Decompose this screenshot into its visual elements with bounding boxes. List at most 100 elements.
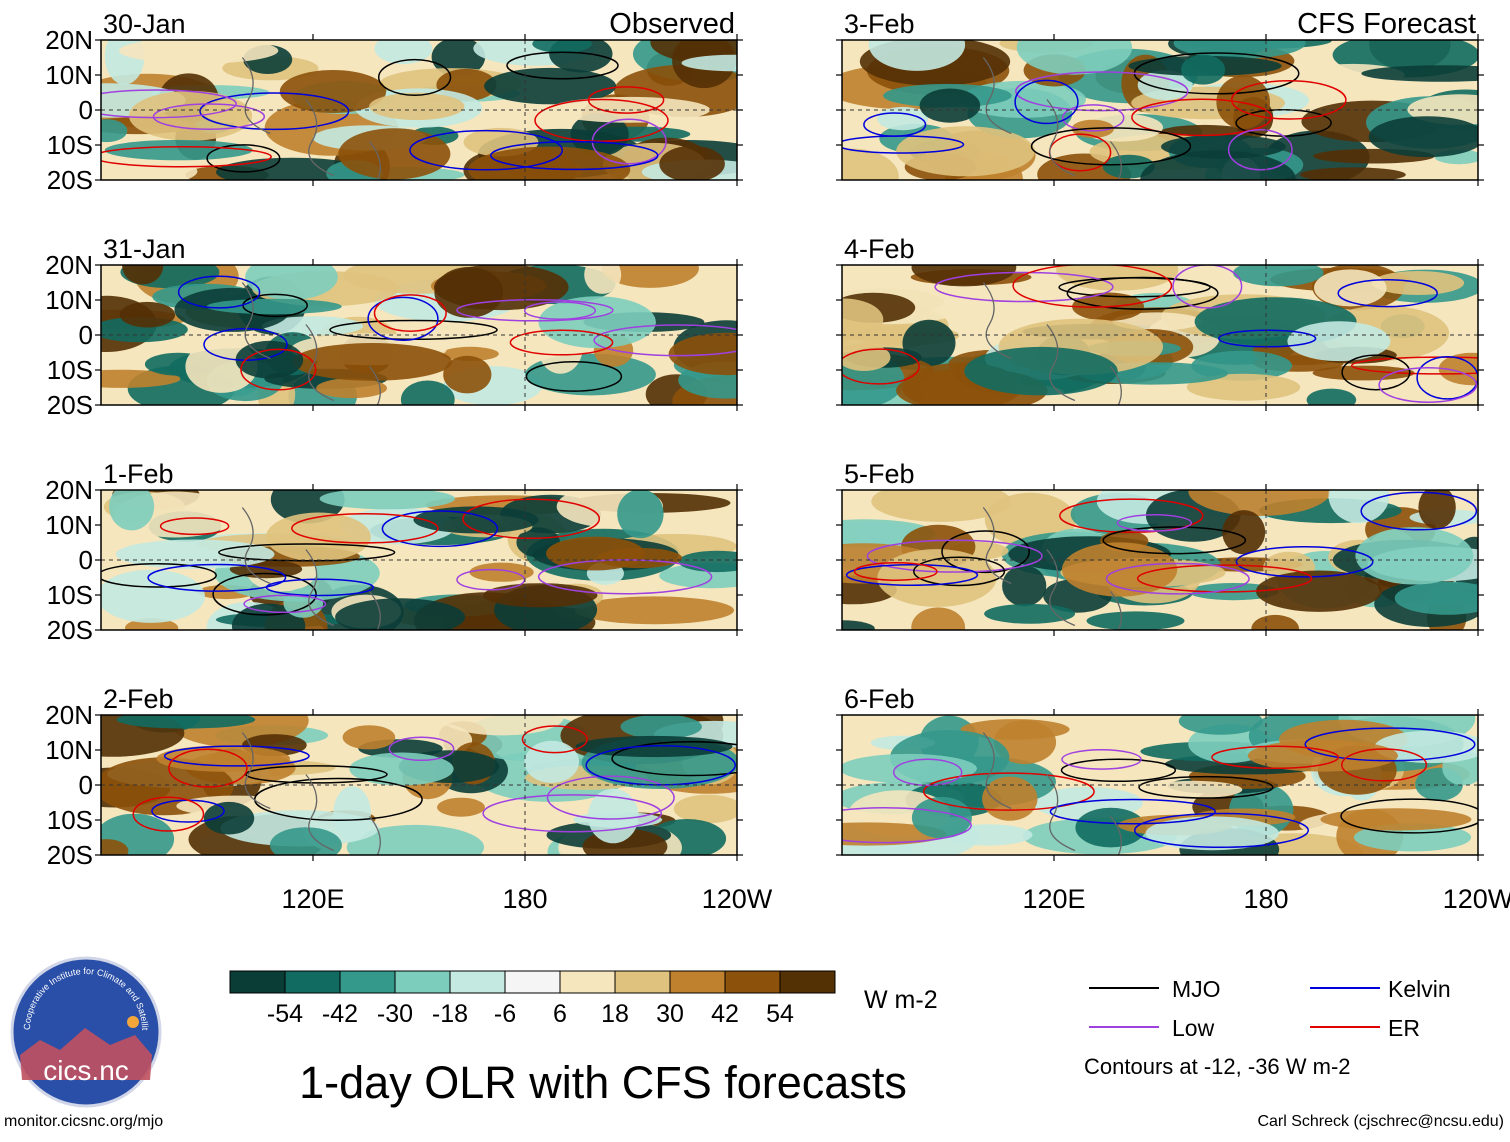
- kelvin-contour: [409, 129, 564, 171]
- olr-anomaly-blob: [333, 786, 371, 841]
- er-contour: [462, 498, 601, 540]
- olr-anomaly-blob: [319, 490, 455, 510]
- kelvin-contour: [147, 563, 287, 592]
- olr-anomaly-blob: [338, 128, 451, 180]
- olr-anomaly-blob: [842, 620, 875, 630]
- lat-label: 0: [79, 95, 93, 125]
- lat-label: 20S: [47, 840, 93, 870]
- olr-anomaly-blob: [279, 70, 387, 113]
- colorbar-label: 18: [601, 1000, 629, 1028]
- olr-anomaly-blob: [617, 490, 664, 539]
- er-contour: [842, 348, 920, 385]
- er-contour: [168, 748, 248, 788]
- mjo-legend-label: MJO: [1172, 976, 1221, 1002]
- olr-anomaly-blob: [911, 607, 966, 630]
- lat-label: 10N: [45, 285, 93, 315]
- olr-anomaly-blob: [532, 40, 592, 53]
- observed-header: Observed: [609, 8, 735, 40]
- olr-anomaly-blob: [1178, 715, 1263, 735]
- olr-anomaly-blob: [439, 715, 564, 736]
- er-contour: [373, 294, 447, 333]
- olr-anomaly-blob: [896, 126, 1035, 177]
- lat-label: 20N: [45, 700, 93, 730]
- olr-anomaly-blob: [681, 54, 737, 72]
- olr-anomaly-blob: [659, 145, 725, 180]
- olr-anomaly-blob: [413, 506, 539, 534]
- er-contour: [1341, 748, 1428, 782]
- olr-anomaly-blob: [109, 490, 155, 531]
- mjo-contour: [506, 51, 619, 80]
- lat-label: 10S: [47, 805, 93, 835]
- kelvin-contour: [1360, 491, 1478, 531]
- olr-anomaly-blob: [1320, 808, 1472, 831]
- mjo-contour: [377, 58, 452, 96]
- coastline: [1046, 774, 1076, 852]
- er-contour: [853, 562, 938, 581]
- panel-date: 1-Feb: [103, 459, 174, 489]
- kelvin-contour: [199, 92, 350, 131]
- coastline: [241, 507, 271, 585]
- er-contour: [922, 772, 1095, 811]
- colorbar-swatch: [614, 970, 671, 994]
- olr-field: [101, 40, 737, 180]
- colorbar-swatch: [724, 970, 781, 994]
- coastline: [1046, 324, 1076, 402]
- coastline: [368, 141, 381, 180]
- coastline: [982, 507, 1012, 585]
- olr-anomaly-blob: [1306, 388, 1357, 405]
- kelvin-contour: [842, 135, 965, 154]
- olr-anomaly-blob: [104, 139, 253, 161]
- olr-anomaly-blob: [101, 119, 128, 143]
- low-contour: [1172, 265, 1243, 309]
- er-contour: [159, 517, 230, 536]
- olr-anomaly-blob: [203, 801, 255, 835]
- panel-date: 6-Feb: [844, 684, 915, 714]
- low-contour: [243, 594, 327, 614]
- lat-label: 20N: [45, 475, 93, 505]
- olr-anomaly-blob: [620, 715, 702, 739]
- low-contour: [1116, 514, 1193, 532]
- olr-anomaly-blob: [984, 603, 1076, 624]
- logo-mountains: [20, 1028, 152, 1080]
- coastline: [1046, 99, 1076, 177]
- olr-field: [101, 265, 737, 405]
- lon-label: 180: [1243, 884, 1288, 914]
- low-contour: [101, 89, 237, 119]
- lat-label: 10S: [47, 355, 93, 385]
- colorbar-label: 6: [553, 1000, 567, 1028]
- colorbar-swatch: [669, 970, 726, 994]
- coastline: [241, 282, 271, 360]
- low-contour: [546, 775, 675, 820]
- olr-anomaly-blob: [400, 380, 455, 405]
- panel-30-jan: 30-Jan 20N 10N 0 10S 20S: [45, 9, 743, 195]
- coastline: [982, 57, 1012, 135]
- olr-anomaly-blob: [1438, 352, 1478, 386]
- lat-label: 20S: [47, 165, 93, 195]
- olr-anomaly-blob: [335, 598, 466, 630]
- olr-anomaly-blob: [118, 40, 279, 64]
- panel-date: 3-Feb: [844, 9, 915, 39]
- olr-anomaly-blob: [116, 715, 256, 729]
- mjo-contour: [1340, 798, 1478, 834]
- olr-anomaly-blob: [1233, 265, 1324, 287]
- olr-anomaly-blob: [245, 265, 338, 300]
- low-contour: [892, 758, 963, 787]
- mjo-contour: [245, 765, 388, 784]
- chart-title: 1-day OLR with CFS forecasts: [299, 1057, 907, 1108]
- kelvin-contour: [845, 564, 979, 586]
- olr-anomaly-blob: [1300, 167, 1406, 180]
- olr-anomaly-blob: [982, 776, 1038, 821]
- er-contour: [521, 725, 588, 754]
- olr-anomaly-blob: [1368, 116, 1478, 158]
- mjo-contour: [525, 360, 623, 392]
- kelvin-contour: [1235, 545, 1374, 578]
- colorbar-units: W m-2: [864, 986, 938, 1014]
- low-contour: [1227, 129, 1293, 171]
- olr-anomaly-blob: [101, 813, 175, 855]
- olr-anomaly-blob: [1140, 150, 1296, 180]
- kelvin-contour: [1014, 79, 1079, 125]
- coastline: [368, 591, 381, 630]
- olr-anomaly-blob: [101, 369, 181, 388]
- panel-2-feb: 2-Feb 20N 10N 0 10S 20S 120E 180 120W: [45, 684, 772, 914]
- olr-anomaly-blob: [1247, 739, 1398, 772]
